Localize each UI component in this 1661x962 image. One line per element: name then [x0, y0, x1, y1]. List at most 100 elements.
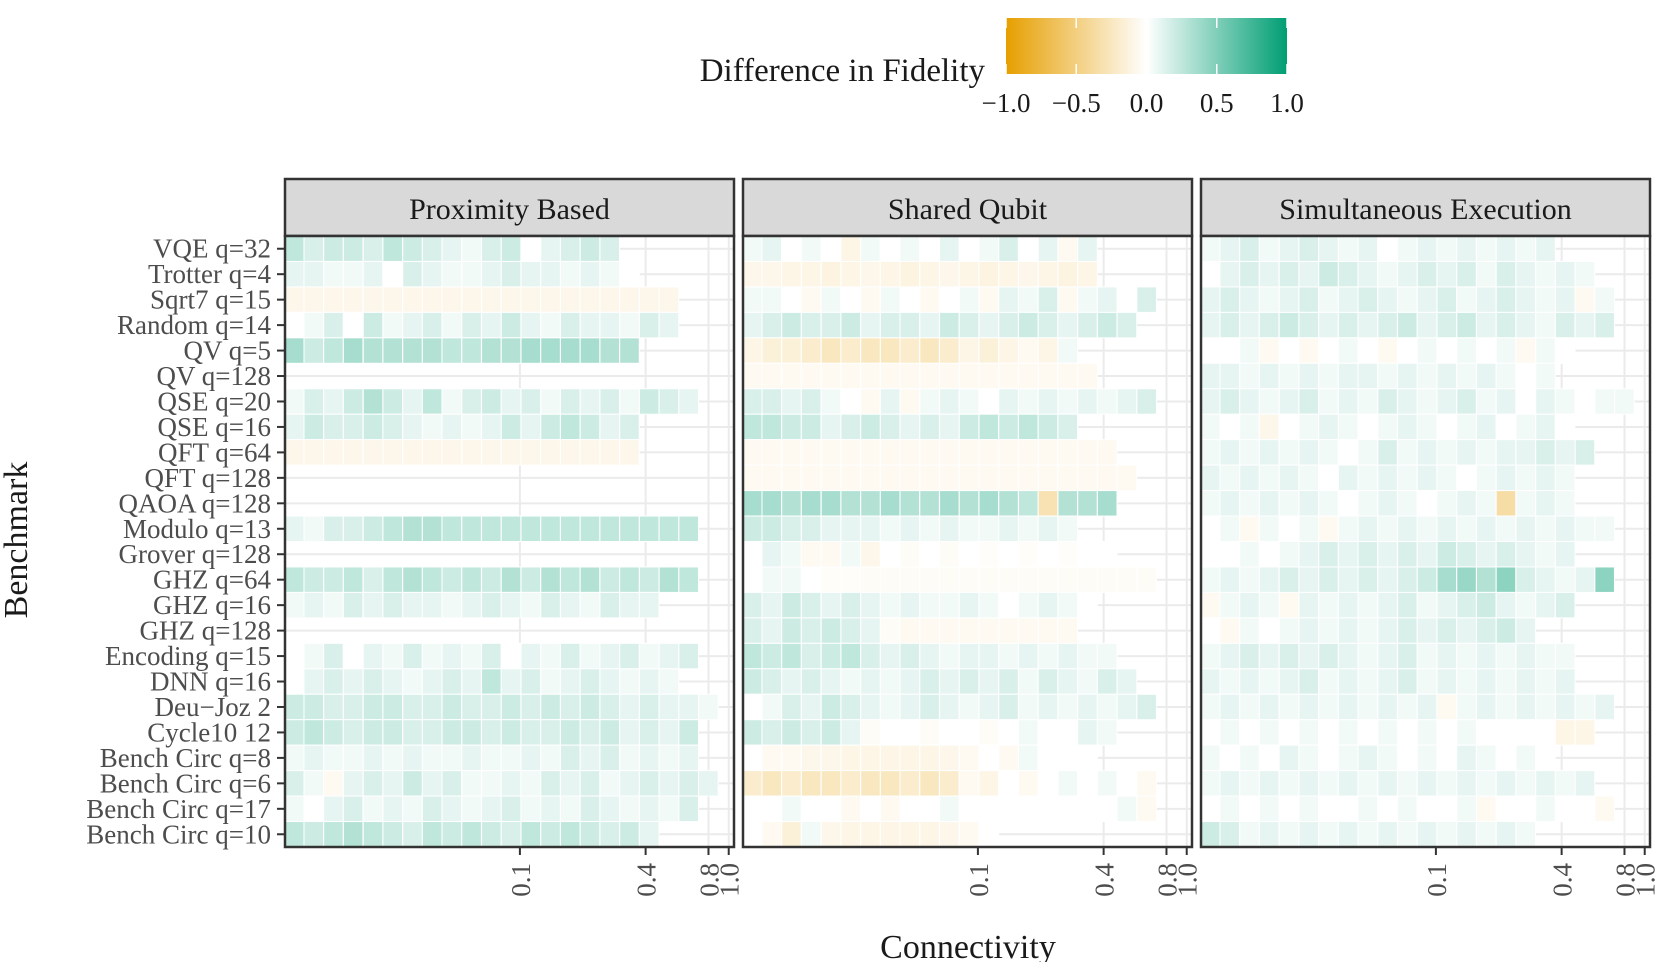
heatmap-tile — [382, 566, 404, 593]
heatmap-tile — [283, 566, 305, 593]
heatmap-tile — [402, 719, 423, 746]
heatmap-tile — [840, 490, 862, 517]
heatmap-tile — [1017, 719, 1039, 746]
heatmap-tile — [1258, 515, 1280, 543]
heatmap-tile — [958, 719, 980, 746]
heatmap-tile — [402, 260, 423, 288]
heatmap-tile — [1357, 719, 1379, 746]
heatmap-tile — [520, 566, 542, 593]
heatmap-tile — [1337, 795, 1359, 823]
heatmap-tile — [559, 795, 581, 823]
heatmap-tile — [1357, 362, 1379, 390]
heatmap-tile — [1057, 260, 1079, 288]
heatmap-tile — [1416, 515, 1438, 543]
heatmap-tile — [1318, 642, 1339, 670]
heatmap-tile — [761, 439, 783, 466]
heatmap-tile — [978, 286, 1000, 313]
y-tick-label: Modulo q=13 — [123, 514, 271, 544]
heatmap-tile — [500, 566, 522, 593]
heatmap-tile — [1495, 795, 1517, 823]
heatmap-tile — [1239, 235, 1260, 262]
heatmap-tile — [1298, 337, 1320, 364]
heatmap-tile — [1337, 362, 1359, 390]
heatmap-tile — [1239, 541, 1260, 568]
heatmap-tile — [1594, 311, 1615, 339]
heatmap-tile — [761, 311, 783, 339]
heatmap-tile — [879, 490, 901, 517]
heatmap-tile — [1258, 235, 1280, 262]
heatmap-tile — [919, 744, 940, 772]
heatmap-tile — [1017, 617, 1039, 644]
heatmap-tile — [1037, 286, 1059, 313]
heatmap-tile — [919, 770, 940, 797]
heatmap-tile — [579, 795, 601, 823]
heatmap-tile — [1416, 235, 1438, 262]
heatmap-tile — [820, 642, 842, 670]
heatmap-tile — [540, 591, 561, 619]
heatmap-tile — [820, 464, 842, 492]
heatmap-tile — [741, 795, 763, 823]
heatmap-tile — [1574, 311, 1596, 339]
heatmap-tile — [303, 260, 325, 288]
heatmap-tile — [638, 566, 660, 593]
heatmap-tile — [1554, 286, 1576, 313]
legend-tick-label: 0.5 — [1200, 88, 1234, 118]
heatmap-tile — [998, 362, 1019, 390]
heatmap-tile — [1495, 311, 1517, 339]
heatmap-tile — [342, 413, 364, 441]
heatmap-tile — [1199, 642, 1221, 670]
heatmap-tile — [1357, 490, 1379, 517]
heatmap-tile — [879, 668, 901, 695]
heatmap-tile — [840, 362, 862, 390]
heatmap-tile — [1515, 235, 1537, 262]
heatmap-tile — [978, 439, 1000, 466]
heatmap-tile — [658, 770, 680, 797]
heatmap-tile — [599, 286, 621, 313]
heatmap-tile — [1199, 337, 1221, 364]
heatmap-tile — [1318, 617, 1339, 644]
heatmap-tile — [362, 515, 384, 543]
heatmap-tile — [1574, 260, 1596, 288]
heatmap-tile — [781, 439, 802, 466]
heatmap-tile — [382, 821, 404, 848]
heatmap-tile — [1318, 744, 1339, 772]
heatmap-tile — [500, 413, 522, 441]
heatmap-tile — [1258, 821, 1280, 848]
heatmap-tile — [1037, 260, 1059, 288]
heatmap-tile — [1416, 286, 1438, 313]
heatmap-tile — [698, 770, 719, 797]
heatmap-tile — [1416, 693, 1438, 721]
heatmap-tile — [1077, 591, 1098, 619]
heatmap-tile — [860, 770, 881, 797]
heatmap-tile — [1535, 515, 1556, 543]
heatmap-tile — [1475, 591, 1497, 619]
heatmap-tile — [1017, 311, 1039, 339]
heatmap-tile — [820, 566, 842, 593]
heatmap-tile — [619, 744, 640, 772]
heatmap-tile — [840, 311, 862, 339]
heatmap-tile — [1574, 566, 1596, 593]
heatmap-tile — [1318, 439, 1339, 466]
heatmap-tile — [1436, 821, 1458, 848]
heatmap-tile — [761, 337, 783, 364]
heatmap-tile — [741, 566, 763, 593]
heatmap-tile — [1318, 490, 1339, 517]
heatmap-tile — [1239, 821, 1260, 848]
y-tick-label: GHZ q=128 — [140, 616, 271, 646]
heatmap-tile — [1219, 770, 1241, 797]
heatmap-tile — [939, 464, 960, 492]
heatmap-tile — [402, 515, 423, 543]
heatmap-tile — [323, 311, 344, 339]
heatmap-tile — [1219, 795, 1241, 823]
heatmap-tile — [1219, 311, 1241, 339]
heatmap-tile — [1278, 260, 1300, 288]
heatmap-tile — [1239, 591, 1260, 619]
heatmap-tile — [441, 260, 463, 288]
heatmap-tile — [939, 413, 960, 441]
heatmap-tile — [441, 719, 463, 746]
heatmap-tile — [1357, 668, 1379, 695]
heatmap-tile — [1017, 566, 1039, 593]
heatmap-tile — [1475, 541, 1497, 568]
heatmap-tile — [781, 821, 802, 848]
heatmap-tile — [1357, 744, 1379, 772]
